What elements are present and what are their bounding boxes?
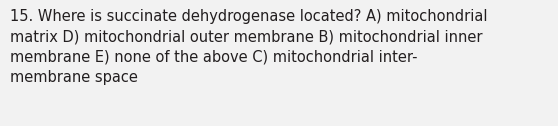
Text: 15. Where is succinate dehydrogenase located? A) mitochondrial
matrix D) mitocho: 15. Where is succinate dehydrogenase loc…	[10, 9, 488, 85]
